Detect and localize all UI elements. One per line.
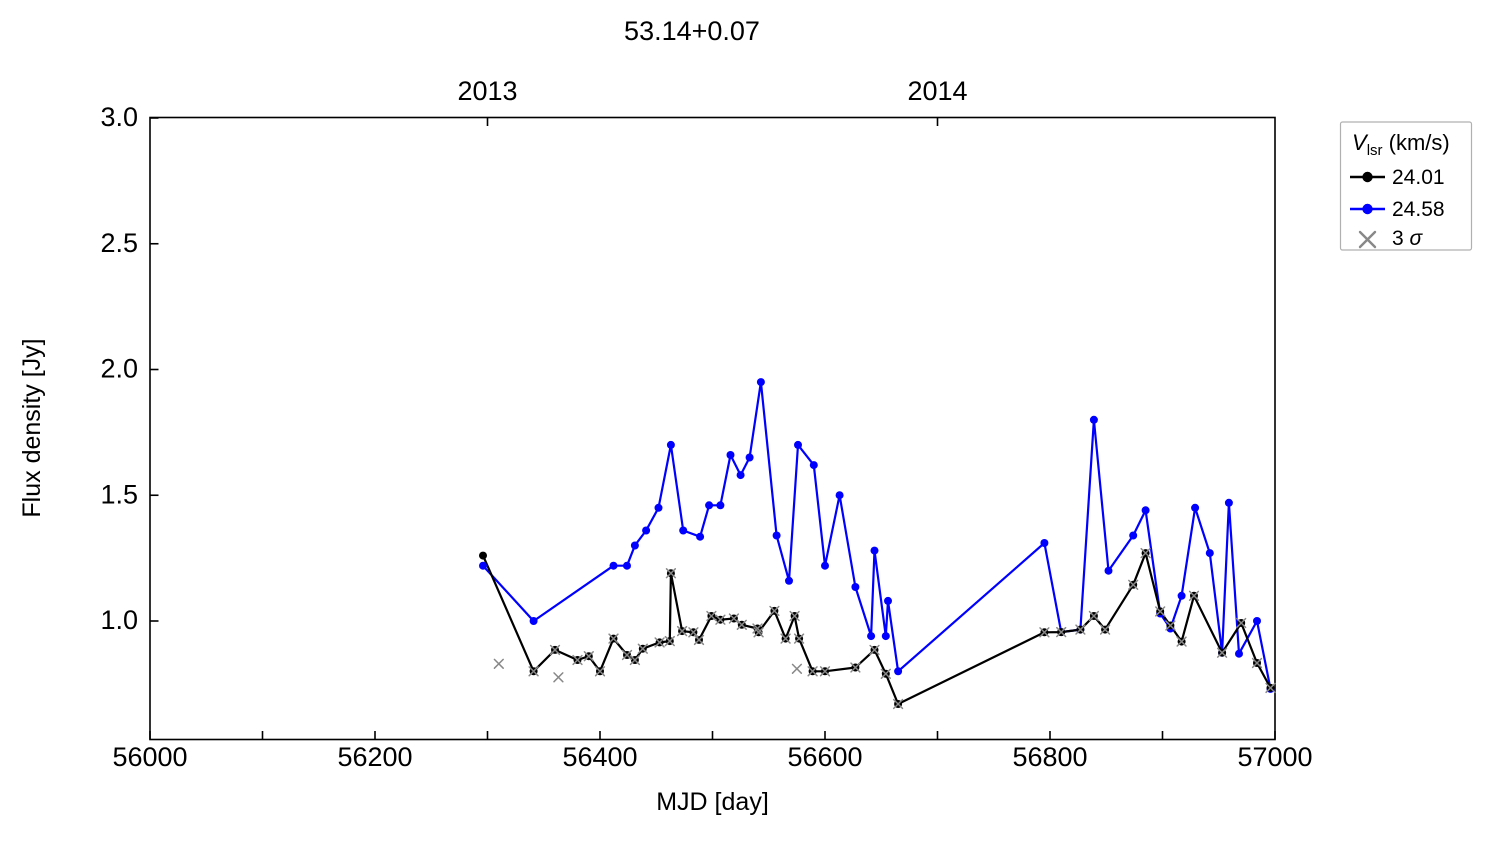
svg-text:3.0: 3.0 (100, 102, 138, 132)
svg-text:2014: 2014 (907, 76, 967, 106)
svg-text:56200: 56200 (337, 742, 412, 772)
svg-text:1.5: 1.5 (100, 479, 138, 509)
svg-text:56000: 56000 (112, 742, 187, 772)
svg-text:2.5: 2.5 (100, 228, 138, 258)
svg-text:56400: 56400 (562, 742, 637, 772)
svg-text:57000: 57000 (1237, 742, 1312, 772)
svg-text:Vlsr (km/s): Vlsr (km/s) (1352, 130, 1450, 159)
svg-text:3 σ: 3 σ (1392, 227, 1424, 250)
svg-text:1.0: 1.0 (100, 605, 138, 635)
svg-text:MJD [day]: MJD [day] (656, 788, 769, 816)
svg-text:56800: 56800 (1012, 742, 1087, 772)
svg-text:53.14+0.07: 53.14+0.07 (624, 16, 760, 46)
svg-text:24.58: 24.58 (1392, 198, 1445, 221)
svg-text:Flux density [Jy]: Flux density [Jy] (18, 338, 46, 517)
svg-text:56600: 56600 (787, 742, 862, 772)
svg-text:2013: 2013 (457, 76, 517, 106)
svg-text:24.01: 24.01 (1392, 166, 1445, 189)
svg-text:2.0: 2.0 (100, 354, 138, 384)
